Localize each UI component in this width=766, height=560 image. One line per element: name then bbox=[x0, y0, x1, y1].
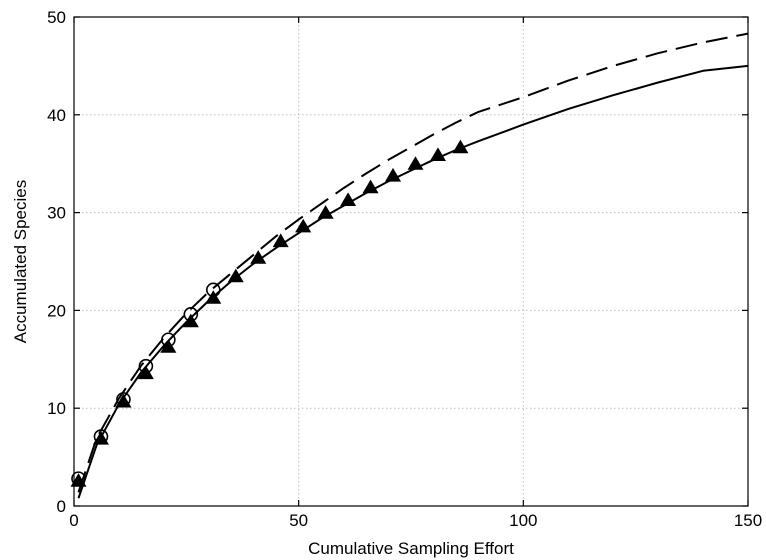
y-tick-label: 40 bbox=[47, 106, 66, 125]
y-tick-label: 20 bbox=[47, 301, 66, 320]
x-tick-label: 50 bbox=[289, 511, 308, 530]
triangle-marker bbox=[227, 268, 244, 283]
x-tick-label: 150 bbox=[734, 511, 762, 530]
axis-ticks: 0 50 100 150 0 10 20 30 40 50 bbox=[47, 8, 762, 530]
data-series bbox=[70, 32, 749, 499]
triangle-marker bbox=[385, 167, 402, 182]
triangle-marker bbox=[340, 192, 357, 206]
triangle-marker bbox=[205, 290, 222, 304]
triangle-marker bbox=[362, 179, 379, 194]
circle-marker bbox=[205, 282, 221, 298]
triangle-marker bbox=[295, 218, 312, 233]
triangle-marker bbox=[452, 139, 469, 154]
circle-marker bbox=[116, 392, 131, 407]
triangle-marker bbox=[429, 147, 446, 161]
circle-marker bbox=[71, 471, 86, 486]
y-tick-label: 30 bbox=[47, 204, 66, 223]
dashed-curve bbox=[77, 32, 749, 493]
triangle-marker bbox=[250, 250, 267, 264]
y-tick-label: 0 bbox=[57, 497, 66, 516]
circle-marker bbox=[93, 429, 109, 444]
circle-marker bbox=[138, 358, 154, 374]
triangle-marker bbox=[317, 205, 334, 219]
triangle-marker bbox=[272, 233, 289, 248]
x-axis-label: Cumulative Sampling Effort bbox=[308, 539, 514, 558]
plot-frame bbox=[73, 16, 749, 507]
x-tick-label: 100 bbox=[509, 511, 537, 530]
y-tick-label: 10 bbox=[47, 399, 66, 418]
circle-marker bbox=[183, 307, 199, 322]
y-tick-label: 50 bbox=[47, 8, 66, 27]
circle-marker bbox=[161, 332, 176, 348]
x-tick-label: 0 bbox=[69, 511, 78, 530]
y-axis-label: Accumulated Species bbox=[11, 180, 30, 343]
triangle-marker bbox=[407, 156, 424, 170]
